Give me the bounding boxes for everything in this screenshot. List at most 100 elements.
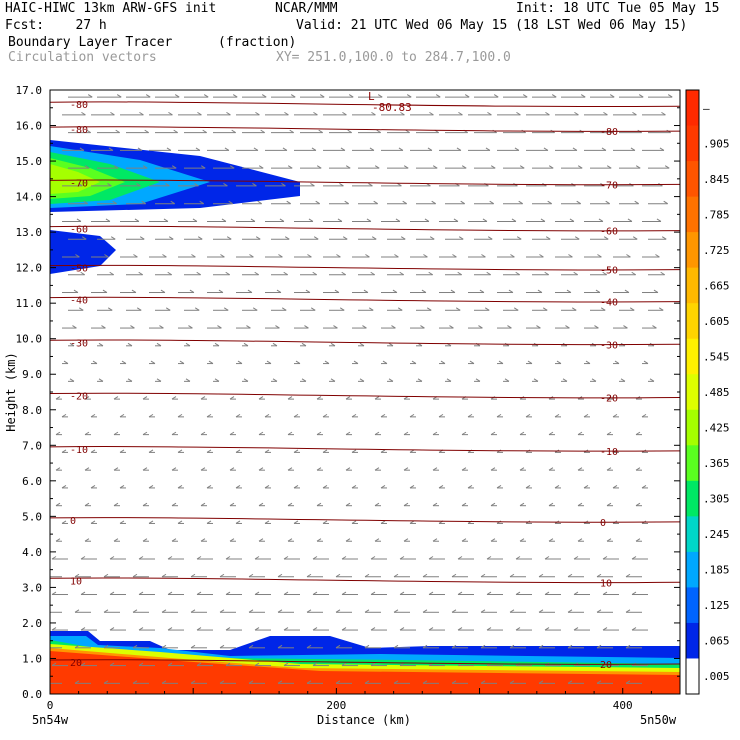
colorbar-swatch bbox=[686, 622, 699, 659]
circulation-vector bbox=[190, 680, 207, 684]
circulation-vector bbox=[293, 413, 300, 418]
circulation-vector bbox=[561, 378, 568, 382]
circulation-vector bbox=[577, 502, 584, 507]
circulation-vector bbox=[248, 644, 265, 649]
circulation-vector bbox=[91, 218, 111, 222]
circulation-vector bbox=[219, 680, 236, 684]
circulation-vector bbox=[55, 396, 62, 400]
circulation-vector bbox=[381, 147, 404, 151]
y-tick-label: 9.0 bbox=[22, 368, 42, 381]
colorbar-swatch bbox=[686, 658, 699, 695]
circulation-vector bbox=[300, 378, 307, 382]
circulation-vector bbox=[61, 485, 68, 489]
circulation-vector bbox=[490, 502, 497, 507]
isotherm-label: 10 bbox=[600, 578, 612, 589]
circulation-vector bbox=[213, 94, 238, 98]
circulation-vector bbox=[613, 289, 630, 294]
circulation-vector bbox=[381, 289, 398, 294]
circulation-vector bbox=[300, 307, 316, 311]
circulation-vector bbox=[625, 644, 642, 649]
circulation-vector bbox=[416, 271, 433, 276]
circulation-vector bbox=[322, 485, 329, 489]
tracer-plume bbox=[50, 164, 100, 194]
circulation-vector bbox=[335, 573, 352, 578]
circulation-vector bbox=[236, 289, 253, 294]
circulation-vector bbox=[602, 591, 619, 596]
circulation-vector bbox=[97, 165, 119, 169]
circulation-vector bbox=[51, 662, 68, 667]
circulation-vector bbox=[635, 538, 642, 542]
colorbar-frame bbox=[685, 89, 700, 695]
circulation-vector bbox=[606, 502, 613, 507]
circulation-vector bbox=[258, 396, 265, 400]
y-tick-label: 2.0 bbox=[22, 617, 42, 630]
circulation-vector bbox=[641, 485, 648, 489]
circulation-vector bbox=[432, 502, 439, 507]
isotherm-label: -80 bbox=[600, 127, 618, 138]
circulation-vector bbox=[577, 467, 584, 471]
circulation-vector bbox=[474, 165, 496, 169]
circulation-vector bbox=[387, 271, 404, 276]
circulation-vector bbox=[490, 431, 497, 436]
circulation-vector bbox=[207, 218, 227, 222]
isotherm-line bbox=[50, 225, 680, 232]
circulation-vector bbox=[142, 467, 149, 471]
circulation-vector bbox=[329, 378, 336, 382]
circulation-vector bbox=[445, 307, 461, 311]
circulation-vector bbox=[438, 413, 445, 418]
circulation-vector bbox=[439, 147, 462, 151]
circulation-vector bbox=[468, 360, 475, 365]
circulation-vector bbox=[602, 556, 619, 560]
circulation-vector bbox=[50, 609, 62, 613]
circulation-vector bbox=[184, 236, 203, 240]
circulation-vector bbox=[409, 413, 416, 418]
circulation-vector bbox=[55, 538, 62, 542]
circulation-vector bbox=[126, 271, 143, 276]
circulation-vector bbox=[103, 573, 120, 578]
colorbar-swatch bbox=[686, 303, 699, 340]
circulation-vector bbox=[51, 627, 68, 631]
circulation-vector bbox=[526, 147, 549, 151]
x-start-label: 5n54w bbox=[32, 713, 69, 727]
circulation-vector bbox=[642, 254, 660, 258]
isotherm-label: 20 bbox=[70, 658, 82, 669]
circulation-vector bbox=[503, 378, 510, 382]
circulation-vector bbox=[91, 111, 115, 116]
circulation-vector bbox=[538, 644, 555, 649]
circulation-vector bbox=[258, 538, 265, 542]
circulation-vector bbox=[254, 662, 271, 667]
circulation-vector bbox=[126, 94, 151, 98]
isotherm-line bbox=[50, 577, 680, 584]
circulation-vector bbox=[236, 111, 260, 116]
circulation-vector bbox=[196, 556, 213, 560]
circulation-vector bbox=[532, 236, 551, 240]
circulation-vector bbox=[532, 307, 548, 311]
isotherm-label: -70 bbox=[600, 180, 618, 191]
circulation-vector bbox=[68, 94, 93, 98]
colorbar-label: .845 bbox=[703, 173, 730, 186]
circulation-vector bbox=[113, 431, 120, 436]
circulation-vector bbox=[393, 644, 410, 649]
circulation-vector bbox=[438, 485, 445, 489]
circulation-vector bbox=[103, 609, 120, 613]
circulation-vector bbox=[132, 680, 149, 684]
circulation-vector bbox=[213, 342, 220, 347]
isotherm-label: -80 bbox=[70, 100, 88, 111]
circulation-vector bbox=[387, 94, 412, 98]
circulation-vector bbox=[293, 520, 300, 524]
circulation-vector bbox=[584, 360, 591, 365]
circulation-vector bbox=[62, 183, 83, 187]
circulation-vector bbox=[461, 502, 468, 507]
circulation-vector bbox=[358, 94, 383, 98]
circulation-vector bbox=[142, 538, 149, 542]
circulation-vector bbox=[486, 556, 503, 560]
isotherm-label: -30 bbox=[600, 340, 618, 351]
circulation-vector bbox=[480, 644, 497, 649]
circulation-vector bbox=[358, 200, 378, 205]
circulation-vector bbox=[155, 378, 162, 382]
circulation-vector bbox=[97, 307, 113, 311]
circulation-vector bbox=[451, 644, 468, 649]
circulation-vector bbox=[577, 431, 584, 436]
circulation-vector bbox=[235, 449, 242, 453]
